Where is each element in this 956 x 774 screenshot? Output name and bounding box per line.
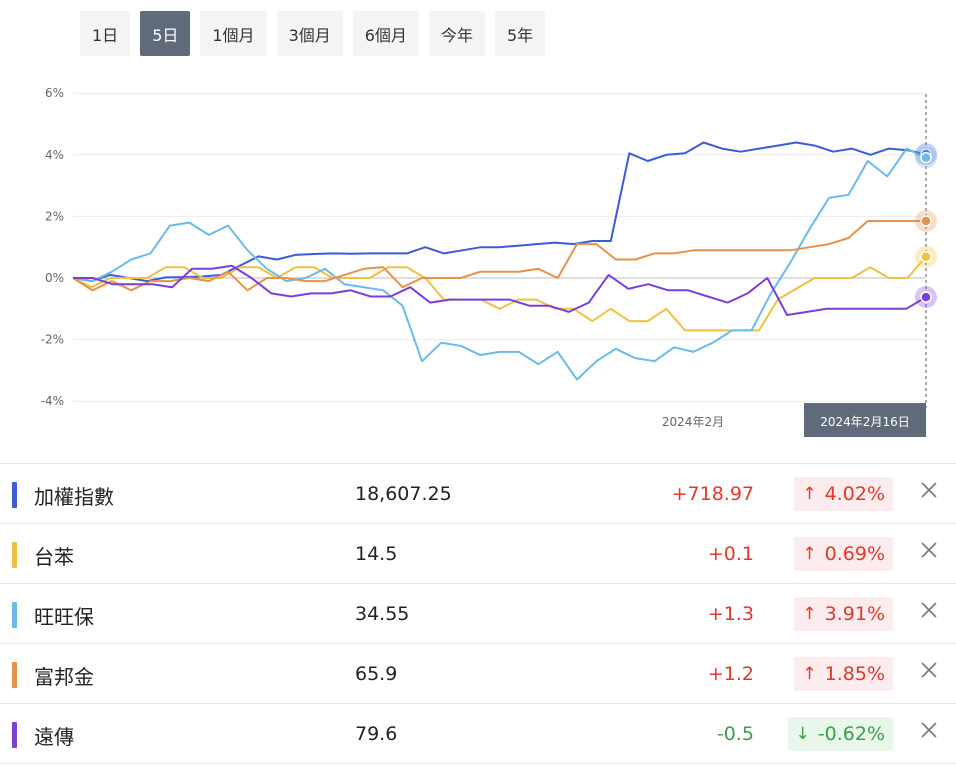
close-icon[interactable] xyxy=(918,479,940,501)
crosshair-label-box xyxy=(804,403,926,437)
range-tabs: 1日 5日 1個月 3個月 6個月 今年 5年 xyxy=(80,11,546,56)
stock-price: 79.6 xyxy=(355,723,398,745)
end-dot-2 xyxy=(920,151,932,164)
series-color-bar xyxy=(12,722,17,748)
series-color-bar xyxy=(12,602,17,628)
stock-row[interactable]: 遠傳 79.6 -0.5 ↓ -0.62% xyxy=(0,704,956,764)
stock-change-percent: 3.91% xyxy=(824,603,885,625)
stock-change-percent-badge: ↑ 4.02% xyxy=(794,477,893,511)
stock-name: 台苯 xyxy=(34,545,74,569)
y-tick-label-5: -4% xyxy=(41,394,64,408)
arrow-down-icon: ↓ xyxy=(795,724,810,744)
series-color-bar xyxy=(12,482,17,508)
stock-price: 65.9 xyxy=(355,663,398,685)
arrow-up-icon: ↑ xyxy=(802,664,817,684)
crosshair-label: 2024年2月16日 xyxy=(820,415,909,429)
end-dot-4 xyxy=(920,291,932,303)
series-line-1 xyxy=(72,256,927,332)
stock-change: +1.3 xyxy=(707,603,754,625)
line-chart: 6% 4% 2% 0% -2% -4% 2024年2月 2024年2月16日 xyxy=(41,86,937,437)
tab-range-6[interactable]: 5年 xyxy=(494,11,546,56)
end-dot-1 xyxy=(920,250,932,263)
stock-change: -0.5 xyxy=(716,723,754,745)
stock-change-percent-badge: ↓ -0.62% xyxy=(787,717,893,751)
stock-change-percent: 0.69% xyxy=(824,543,885,565)
stock-change: +0.1 xyxy=(707,543,754,565)
y-tick-label-2: 2% xyxy=(45,209,64,223)
arrow-up-icon: ↑ xyxy=(802,484,817,504)
tab-range-3[interactable]: 3個月 xyxy=(276,11,343,56)
stock-row[interactable]: 旺旺保 34.55 +1.3 ↑ 3.91% xyxy=(0,584,956,644)
stock-change: +718.97 xyxy=(671,483,754,505)
tab-range-2[interactable]: 1個月 xyxy=(200,11,267,56)
tab-range-5[interactable]: 今年 xyxy=(428,11,485,56)
stock-name: 富邦金 xyxy=(34,665,94,689)
arrow-up-icon: ↑ xyxy=(802,604,817,624)
stock-price: 14.5 xyxy=(355,543,398,565)
tab-range-1[interactable]: 5日 xyxy=(140,11,191,56)
y-tick-label-3: 0% xyxy=(45,271,64,285)
arrow-up-icon: ↑ xyxy=(802,544,817,564)
series-color-bar xyxy=(12,542,17,568)
y-tick-label-4: -2% xyxy=(41,333,64,347)
stock-price: 18,607.25 xyxy=(355,483,452,505)
stock-name: 遠傳 xyxy=(34,725,74,749)
close-icon[interactable] xyxy=(918,599,940,621)
stock-row[interactable]: 台苯 14.5 +0.1 ↑ 0.69% xyxy=(0,524,956,584)
stock-price: 34.55 xyxy=(355,603,410,625)
stock-row[interactable]: 加權指數 18,607.25 +718.97 ↑ 4.02% xyxy=(0,464,956,524)
series-line-4 xyxy=(73,264,927,316)
close-icon[interactable] xyxy=(918,539,940,561)
y-tick-label-1: 4% xyxy=(45,148,64,162)
stock-change-percent: 1.85% xyxy=(824,663,885,685)
stock-change-percent-badge: ↑ 3.91% xyxy=(794,597,893,631)
y-tick-label-0: 6% xyxy=(45,86,64,100)
series-line-0 xyxy=(72,141,927,283)
x-tick-label: 2024年2月 xyxy=(662,415,724,429)
close-icon[interactable] xyxy=(918,659,940,681)
stock-row[interactable]: 富邦金 65.9 +1.2 ↑ 1.85% xyxy=(0,644,956,704)
stock-change-percent: 4.02% xyxy=(824,483,885,505)
stock-name: 加權指數 xyxy=(34,485,114,509)
close-icon[interactable] xyxy=(918,719,940,741)
stock-change-percent-badge: ↑ 0.69% xyxy=(794,537,893,571)
tab-range-4[interactable]: 6個月 xyxy=(352,11,419,56)
series-line-2 xyxy=(72,147,927,381)
tab-range-0[interactable]: 1日 xyxy=(80,11,131,56)
stock-change-percent-badge: ↑ 1.85% xyxy=(794,657,893,691)
series-line-3 xyxy=(72,220,926,292)
stock-change: +1.2 xyxy=(707,663,754,685)
stock-name: 旺旺保 xyxy=(34,605,94,629)
stock-change-percent: -0.62% xyxy=(817,723,885,745)
stock-list: 加權指數 18,607.25 +718.97 ↑ 4.02% 台苯 14.5 +… xyxy=(0,463,956,764)
end-dot-3 xyxy=(920,215,932,227)
series-color-bar xyxy=(12,662,17,688)
